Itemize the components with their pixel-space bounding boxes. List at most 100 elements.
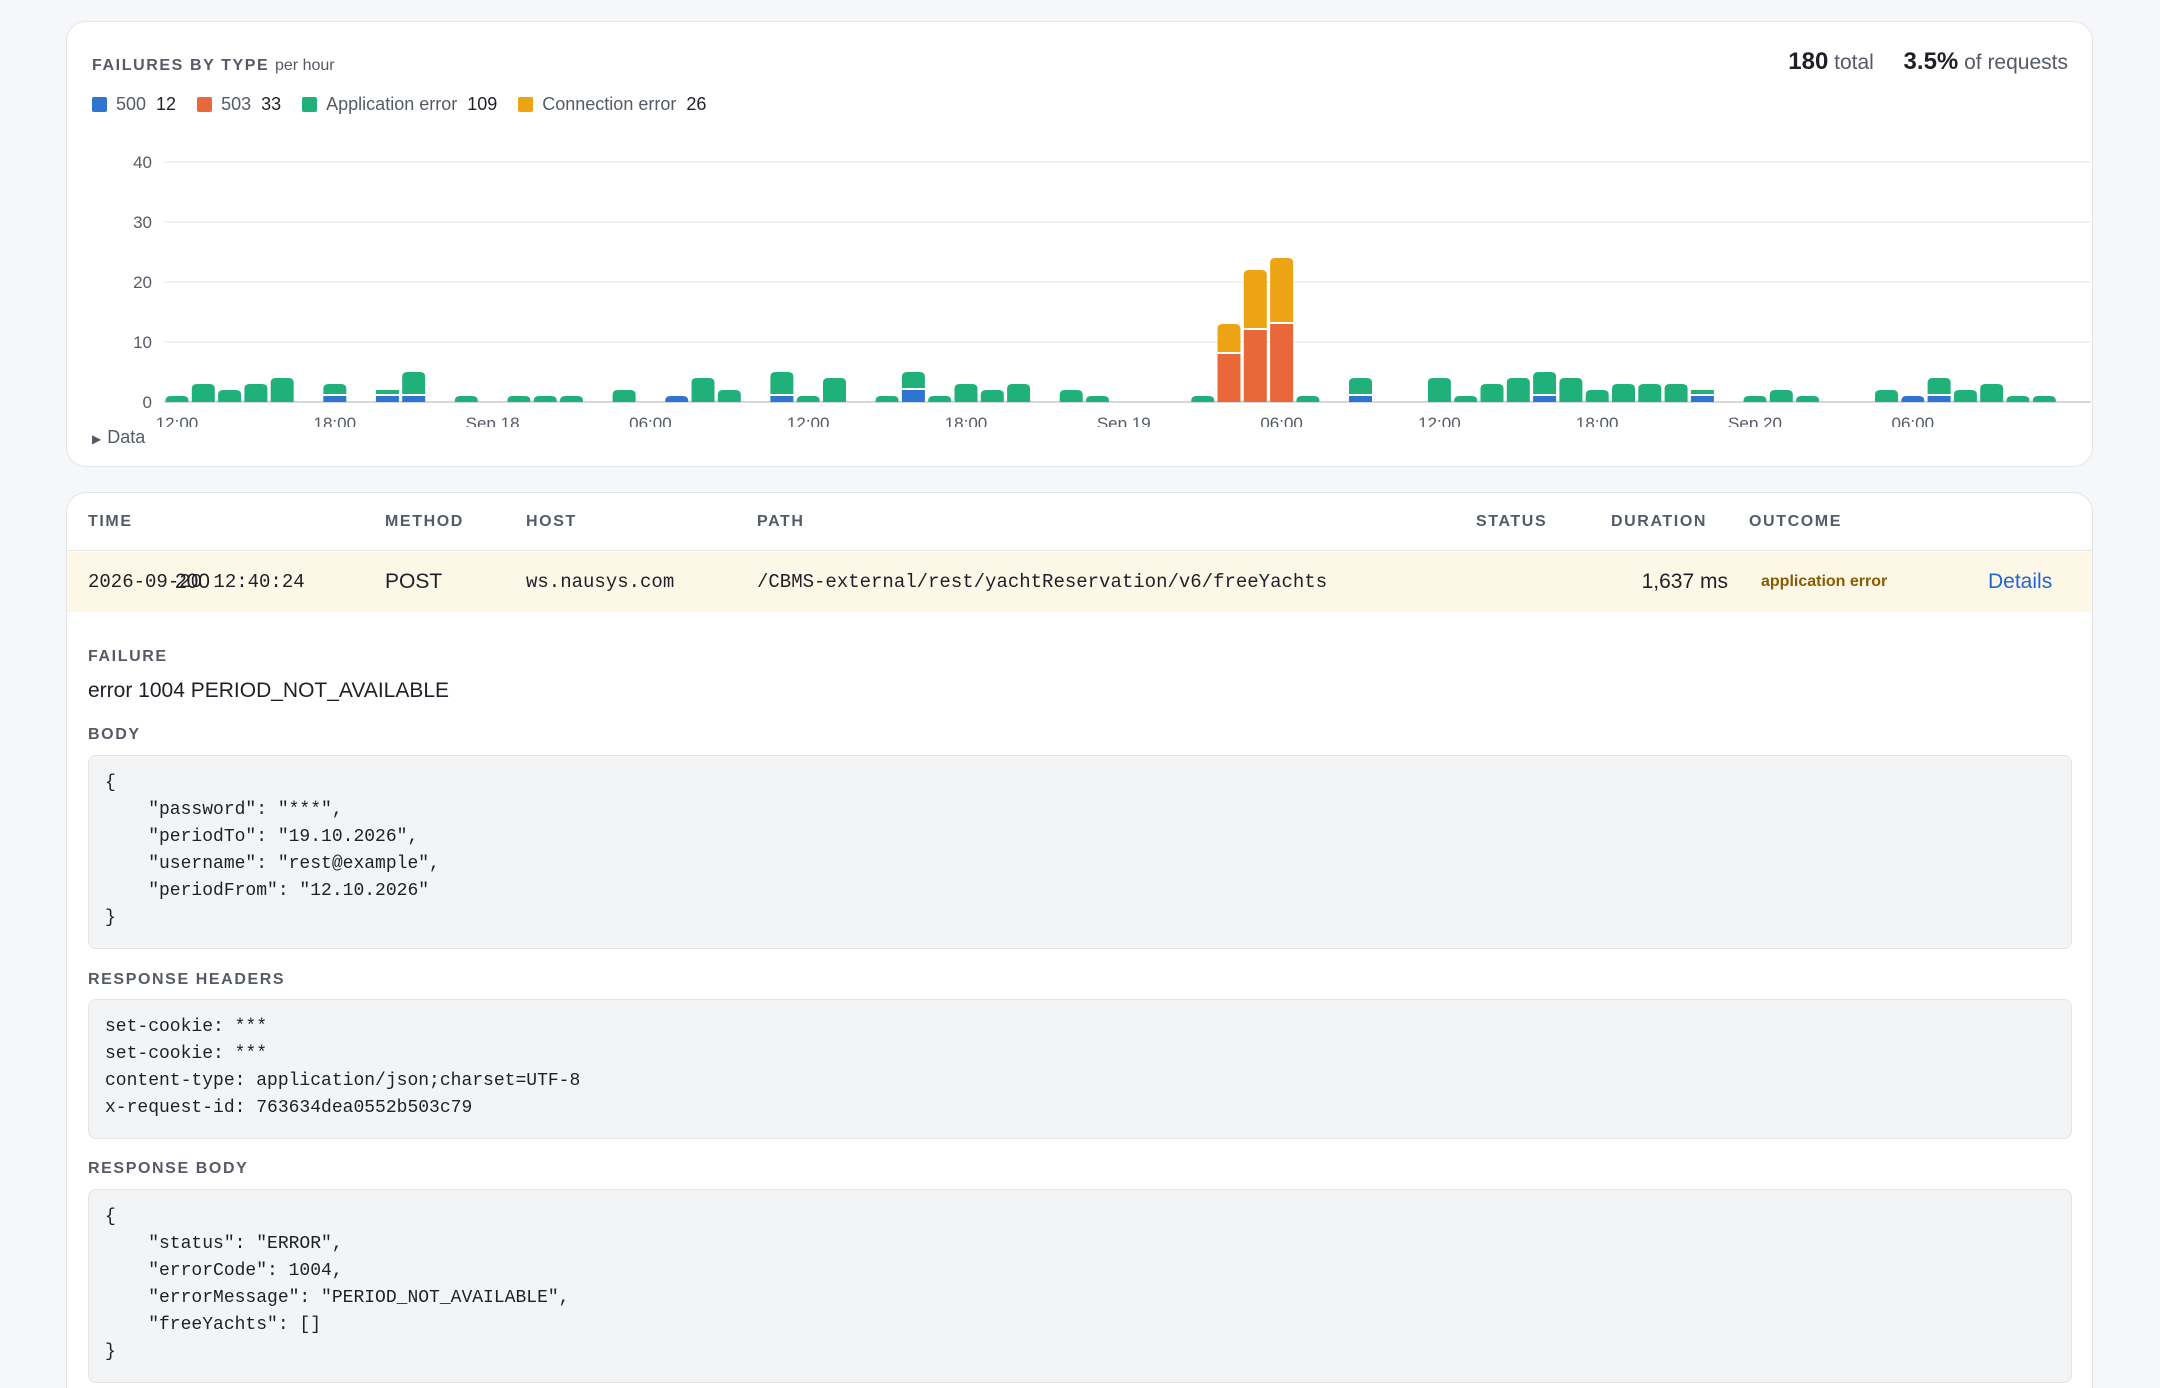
bar-segment-503[interactable]	[1217, 354, 1241, 402]
bar-segment-application-error[interactable]	[1690, 390, 1714, 394]
bar-segment-500[interactable]	[770, 396, 794, 402]
failures-bar-chart: 0 10 20 30 40 12:00 18:00 Sep 18 06:00 12:00 18:00…	[133, 153, 2091, 427]
bar-segment-application-error[interactable]	[875, 396, 899, 402]
column-header-status[interactable]: STATUS	[1476, 513, 1548, 530]
column-header-path[interactable]: PATH	[757, 513, 805, 530]
bar-segment-500[interactable]	[1901, 396, 1925, 402]
bar-segment-application-error[interactable]	[454, 396, 478, 402]
bar-segment-application-error[interactable]	[323, 384, 347, 394]
bar-segment-application-error[interactable]	[1533, 372, 1557, 394]
bar-segment-application-error[interactable]	[1875, 390, 1898, 402]
bar-segment-application-error[interactable]	[1506, 378, 1530, 402]
table-header: TIME METHOD HOST PATH STATUS DURATION OU…	[67, 493, 2092, 551]
bar-segment-application-error[interactable]	[980, 390, 1004, 402]
bar-segment-500[interactable]	[375, 396, 399, 402]
bar-segment-application-error[interactable]	[1796, 396, 1820, 402]
total-label: total	[1834, 51, 1874, 74]
bar-segment-500[interactable]	[402, 396, 426, 402]
bar-segment-application-error[interactable]	[796, 396, 820, 402]
bar-segment-application-error[interactable]	[1454, 396, 1478, 402]
bar-segment-application-error[interactable]	[1059, 390, 1083, 402]
row-host: ws.nausys.com	[526, 571, 675, 593]
chart-title: FAILURES BY TYPE	[92, 57, 270, 74]
column-header-host[interactable]: HOST	[526, 513, 577, 530]
bar-segment-500[interactable]	[1533, 396, 1557, 402]
column-header-outcome[interactable]: OUTCOME	[1749, 513, 1842, 530]
legend-item-503[interactable]: 503 33	[197, 94, 281, 115]
table-row[interactable]: 2026-09-20 12:40:24 POST ws.nausys.com /…	[67, 552, 2092, 612]
bar-segment-application-error[interactable]	[1585, 390, 1609, 402]
request-body-block: { "password": "***", "periodTo": "19.10.…	[88, 755, 2072, 949]
bar-segment-application-error[interactable]	[770, 372, 794, 394]
bar-segment-application-error[interactable]	[901, 372, 925, 388]
bar-segment-application-error[interactable]	[954, 384, 978, 402]
bar-segment-500[interactable]	[1690, 396, 1714, 402]
requests-table-card: TIME METHOD HOST PATH STATUS DURATION OU…	[66, 492, 2093, 1388]
legend-count: 109	[467, 94, 498, 114]
bar-segment-application-error[interactable]	[1664, 384, 1688, 402]
bar-segment-application-error[interactable]	[1638, 384, 1662, 402]
bar-segment-application-error[interactable]	[1927, 378, 1951, 394]
bar-segment-application-error[interactable]	[1296, 396, 1320, 402]
bar-segment-application-error[interactable]	[717, 390, 741, 402]
bar-segment-application-error[interactable]	[2032, 396, 2056, 402]
bar-segment-503[interactable]	[1270, 324, 1294, 402]
bar-segment-application-error[interactable]	[165, 396, 189, 402]
bar-segment-application-error[interactable]	[244, 384, 268, 402]
bar-segment-application-error[interactable]	[507, 396, 531, 402]
bar-segment-500[interactable]	[665, 396, 689, 402]
bar-segment-application-error[interactable]	[1769, 390, 1793, 402]
bar-segment-application-error[interactable]	[1480, 384, 1504, 402]
bar-segment-application-error[interactable]	[691, 378, 715, 402]
legend-item-connection-error[interactable]: Connection error 26	[518, 94, 706, 115]
data-toggle[interactable]: ▶ Data	[92, 427, 145, 448]
bar-segment-application-error[interactable]	[560, 396, 583, 402]
bar-segment-application-error[interactable]	[612, 390, 636, 402]
y-tick-label: 10	[133, 333, 152, 352]
bar-segment-application-error[interactable]	[928, 396, 952, 402]
bar-segment-application-error[interactable]	[1559, 378, 1583, 402]
failure-percent-label: of requests	[1964, 51, 2068, 74]
bar-segment-500[interactable]	[1927, 396, 1951, 402]
x-tick-label: 12:00	[1418, 414, 1461, 427]
bar-segment-application-error[interactable]	[1349, 378, 1372, 394]
row-time: 2026-09-20 12:40:24	[88, 571, 305, 593]
column-header-duration[interactable]: DURATION	[1611, 513, 1708, 530]
x-tick-label: 06:00	[1892, 414, 1935, 427]
x-tick-label: 12:00	[156, 414, 199, 427]
bar-segment-application-error[interactable]	[1427, 378, 1451, 402]
bar-segment-connection-error[interactable]	[1217, 324, 1241, 352]
bar-segment-application-error[interactable]	[375, 390, 399, 394]
bar-segment-500[interactable]	[1349, 396, 1372, 402]
bar-segment-application-error[interactable]	[1953, 390, 1977, 402]
legend-label: Application error	[326, 94, 458, 114]
details-link[interactable]: Details	[1988, 570, 2053, 593]
bar-segment-application-error[interactable]	[823, 378, 846, 402]
bar-segment-connection-error[interactable]	[1270, 258, 1294, 322]
bar-segment-application-error[interactable]	[1612, 384, 1635, 402]
bar-segment-connection-error[interactable]	[1243, 270, 1267, 328]
bar-segment-application-error[interactable]	[2006, 396, 2030, 402]
bar-segment-application-error[interactable]	[191, 384, 215, 402]
bar-segment-application-error[interactable]	[1086, 396, 1109, 402]
bar-segment-500[interactable]	[901, 390, 925, 402]
legend-item-500[interactable]: 500 12	[92, 94, 176, 115]
bar-segment-application-error[interactable]	[270, 378, 294, 402]
bar-segment-application-error[interactable]	[1191, 396, 1215, 402]
legend-label: Connection error	[542, 94, 677, 114]
bar-segment-application-error[interactable]	[533, 396, 557, 402]
bar-segment-503[interactable]	[1243, 330, 1267, 402]
column-header-time[interactable]: TIME	[88, 513, 133, 530]
legend-item-application-error[interactable]: Application error 109	[302, 94, 497, 115]
legend-count: 12	[156, 94, 177, 114]
x-tick-label: Sep 20	[1728, 414, 1782, 427]
bar-segment-500[interactable]	[323, 396, 347, 402]
x-tick-label: 12:00	[787, 414, 830, 427]
bar-segment-application-error[interactable]	[402, 372, 426, 394]
bar-segment-application-error[interactable]	[1980, 384, 2004, 402]
bar-segment-application-error[interactable]	[1007, 384, 1031, 402]
bar-segment-application-error[interactable]	[218, 390, 242, 402]
column-header-method[interactable]: METHOD	[385, 513, 464, 530]
data-toggle-label: Data	[107, 427, 146, 447]
bar-segment-application-error[interactable]	[1743, 396, 1767, 402]
